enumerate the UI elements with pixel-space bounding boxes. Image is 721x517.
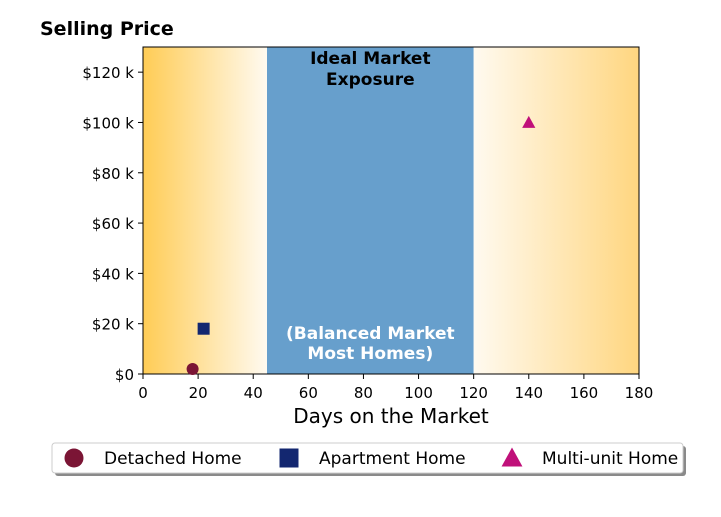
legend-label: Apartment Home [319, 449, 466, 469]
x-tick-label: 140 [514, 384, 543, 402]
legend-marker-circle [64, 448, 84, 468]
chart-title: Selling Price [40, 18, 174, 40]
x-tick-label: 80 [354, 384, 373, 402]
region-2 [473, 47, 639, 374]
y-tick-label: $80 k [92, 165, 134, 183]
region-label-bottom: (Balanced Market [286, 324, 455, 344]
y-tick-label: $120 k [82, 64, 134, 82]
region-0 [143, 47, 267, 374]
x-tick-label: 0 [138, 384, 148, 402]
region-label-top: Ideal Market [310, 49, 431, 69]
y-tick-label: $100 k [82, 114, 134, 132]
legend-label: Detached Home [104, 449, 242, 469]
y-tick-label: $20 k [92, 316, 134, 334]
x-tick-label: 40 [244, 384, 263, 402]
data-point-triangle [522, 115, 536, 128]
legend-marker-triangle [501, 447, 523, 467]
y-tick-label: $40 k [92, 265, 134, 283]
x-tick-label: 120 [459, 384, 488, 402]
legend-label: Multi-unit Home [542, 449, 678, 469]
data-point-circle [186, 362, 199, 375]
legend-box [51, 442, 684, 474]
y-tick-label: $0 [115, 366, 134, 384]
legend-marker-square [279, 448, 299, 468]
data-point-square [197, 322, 210, 335]
plot-frame [142, 46, 640, 375]
x-tick-label: 100 [404, 384, 433, 402]
x-tick-label: 20 [189, 384, 208, 402]
x-axis-label: Days on the Market [293, 404, 489, 428]
x-tick-label: 60 [299, 384, 318, 402]
region-1 [267, 47, 474, 374]
x-tick-label: 160 [570, 384, 599, 402]
y-tick-label: $60 k [92, 215, 134, 233]
region-label-top: Exposure [326, 70, 415, 90]
x-tick-label: 180 [625, 384, 654, 402]
region-label-bottom: Most Homes) [307, 344, 433, 364]
